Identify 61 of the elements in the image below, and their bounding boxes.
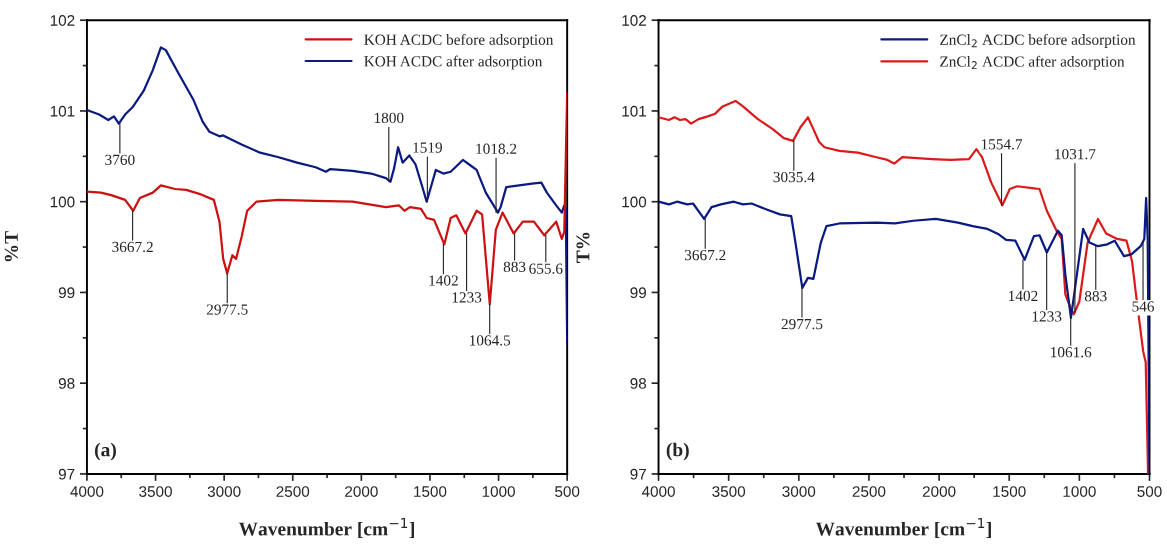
annotation: (b) — [666, 442, 689, 461]
x-tick-label: 2000 — [345, 486, 378, 497]
annotation: 1800 — [374, 112, 404, 124]
y-tick-label: 100 — [622, 196, 647, 208]
x-axis-title: Wavenumber [cm$^{−1}$] — [815, 518, 991, 538]
annotation: 655.6 — [529, 263, 563, 274]
annotation: 1233 — [1032, 311, 1062, 322]
x-axis-title: Wavenumber [cm$^{−1}$] — [238, 518, 414, 538]
x-tick-label: 3500 — [712, 486, 746, 497]
annotation: 883 — [503, 261, 526, 272]
x-tick-label: 4000 — [641, 486, 675, 497]
legend-label: ZnCl$_{2}$ ACDC before adsorption — [940, 33, 1136, 48]
line-series — [86, 46, 568, 344]
annotation: 1519 — [413, 142, 442, 153]
y-tick-label: 99 — [58, 287, 75, 299]
legend-label: KOH ACDC after adsorption — [364, 55, 543, 70]
annotation: 546 — [1132, 301, 1155, 312]
annotation: 1233 — [452, 292, 482, 303]
annotation: 3667.2 — [112, 241, 153, 253]
x-tick-label: 2000 — [922, 486, 956, 497]
x-tick-label: 1000 — [482, 486, 515, 497]
x-tick-label: 2500 — [852, 486, 886, 497]
line-series — [86, 91, 568, 306]
annotation: 883 — [1084, 291, 1107, 302]
x-tick-label: 2500 — [276, 486, 310, 497]
y-tick-label: 98 — [58, 378, 75, 389]
x-tick-label: 1000 — [1063, 486, 1096, 497]
annotation: 2977.5 — [206, 304, 248, 315]
x-tick-label: 3000 — [782, 486, 816, 497]
x-tick-label: 4000 — [70, 486, 104, 497]
x-tick-label: 500 — [555, 486, 580, 497]
annotation: 1061.6 — [1051, 347, 1092, 358]
annotation: 3035.4 — [773, 171, 815, 183]
annotation: 3760 — [105, 154, 135, 165]
x-tick-label: 1500 — [414, 486, 447, 497]
annotation: 1402 — [1009, 290, 1038, 302]
y-tick-label: 98 — [630, 378, 647, 389]
annotation: 1031.7 — [1055, 148, 1096, 160]
y-tick-label: 97 — [630, 468, 646, 480]
x-tick-label: 3000 — [207, 486, 241, 497]
y-axis-title: T% — [576, 232, 590, 263]
annotation: 3667.2 — [684, 249, 726, 261]
y-tick-label: 101 — [50, 105, 75, 117]
y-tick-label: 99 — [630, 287, 647, 299]
annotation: (a) — [95, 442, 116, 461]
x-tick-label: 1500 — [993, 486, 1026, 497]
y-tick-label: 102 — [622, 15, 646, 26]
y-tick-label: 97 — [58, 468, 75, 480]
x-tick-label: 3500 — [139, 486, 172, 497]
y-axis-title: %T — [4, 231, 18, 262]
annotation: 1064.5 — [470, 335, 511, 346]
y-tick-label: 102 — [50, 15, 75, 26]
x-tick-label: 500 — [1137, 486, 1162, 497]
legend-label: ZnCl$_{2}$ ACDC after adsorption — [940, 55, 1125, 70]
annotation: 1018.2 — [476, 143, 517, 154]
y-tick-label: 101 — [622, 105, 646, 117]
annotation: 1554.7 — [981, 139, 1023, 150]
y-tick-label: 100 — [50, 196, 75, 208]
annotation: 2977.5 — [781, 318, 823, 330]
annotation: 1402 — [429, 275, 458, 286]
legend-label: KOH ACDC before adsorption — [364, 33, 554, 48]
